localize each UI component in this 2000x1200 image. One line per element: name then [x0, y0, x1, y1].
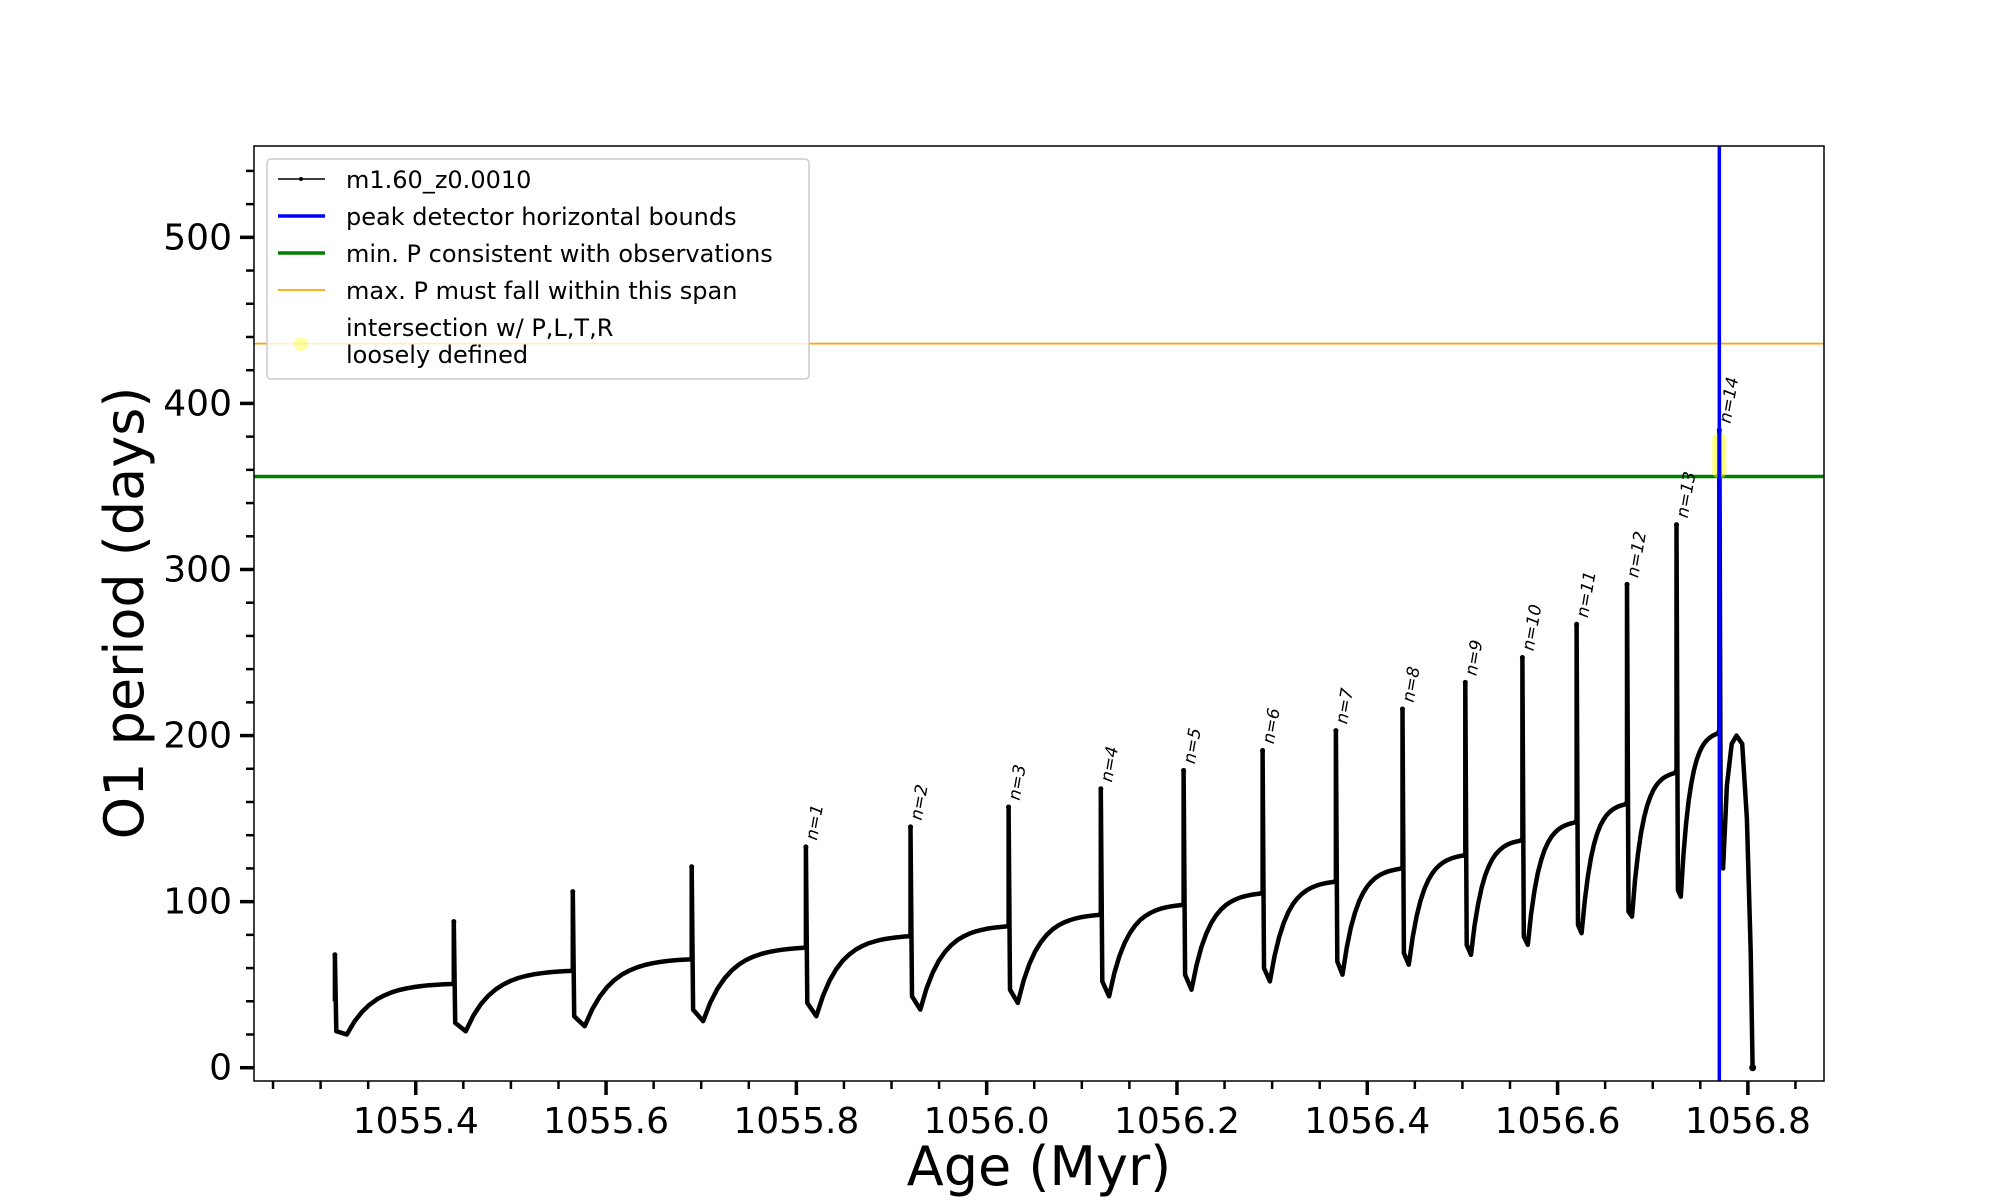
legend-item-series: m1.60_z0.0010	[278, 166, 531, 194]
x-tick-label-3: 1056.0	[924, 1101, 1050, 1142]
legend-marker-intersection	[294, 337, 308, 351]
pulse-peak-5	[803, 844, 809, 850]
legend-item-intersection: intersection w/ P,L,T,R loosely defined	[294, 314, 621, 369]
pulse-peak-17	[1674, 522, 1680, 528]
x-tick-label-1: 1055.6	[543, 1101, 669, 1142]
legend-item-min-p: min. P consistent with observations	[278, 240, 773, 268]
legend: m1.60_z0.0010 peak detector horizontal b…	[266, 158, 810, 380]
pulse-peak-1	[332, 952, 338, 958]
legend-label-min-p: min. P consistent with observations	[346, 240, 773, 268]
x-tick-label-5: 1056.4	[1304, 1101, 1430, 1142]
legend-box	[266, 158, 810, 380]
y-tick-label-0: 0	[209, 1048, 232, 1089]
x-tick-label-4: 1056.2	[1114, 1101, 1240, 1142]
y-tick-label-4: 400	[163, 383, 232, 424]
y-axis-ticks: 0 100 200 300 400 500	[163, 169, 254, 1089]
pulse-peak-10	[1260, 748, 1266, 754]
y-tick-label-1: 100	[163, 882, 232, 923]
y-axis-label: O1 period (days)	[93, 387, 156, 840]
pulse-peak-4	[689, 864, 695, 870]
plot-frame	[253, 145, 1825, 1082]
pulse-peak-2	[451, 919, 457, 925]
x-tick-label-2: 1055.8	[733, 1101, 859, 1142]
y-tick-label-3: 300	[163, 549, 232, 590]
x-axis-label: Age (Myr)	[907, 1135, 1172, 1198]
pulse-peak-12	[1399, 706, 1405, 712]
legend-label-intersection: intersection w/ P,L,T,R loosely defined	[346, 314, 621, 369]
x-tick-label-7: 1056.8	[1685, 1101, 1811, 1142]
y-tick-label-2: 200	[163, 716, 232, 757]
series-line	[332, 427, 1755, 1068]
pulse-peak-3	[570, 889, 576, 895]
data-series	[332, 427, 1757, 1072]
pulse-peak-7	[1006, 804, 1012, 810]
pulse-peak-15	[1574, 621, 1580, 627]
pulse-peak-16	[1624, 581, 1630, 587]
pulse-peak-13	[1462, 679, 1468, 685]
pulse-peak-9	[1181, 767, 1187, 773]
pulse-peak-11	[1333, 728, 1339, 734]
pulse-peak-6	[908, 824, 914, 830]
legend-marker-series	[299, 177, 303, 181]
x-tick-label-0: 1055.4	[353, 1101, 479, 1142]
series-end-point	[1749, 1064, 1757, 1072]
legend-label-peak-bounds: peak detector horizontal bounds	[346, 203, 737, 231]
y-tick-label-5: 500	[163, 217, 232, 258]
legend-label-series: m1.60_z0.0010	[346, 166, 531, 194]
pulse-peak-8	[1098, 786, 1104, 792]
legend-item-peak-bounds: peak detector horizontal bounds	[278, 203, 737, 231]
pulse-peak-14	[1519, 655, 1525, 661]
x-tick-label-6: 1056.6	[1495, 1101, 1621, 1142]
legend-item-max-p: max. P must fall within this span	[278, 277, 737, 305]
legend-label-max-p: max. P must fall within this span	[346, 277, 737, 305]
x-axis-ticks: 1055.4 1055.6 1055.8 1056.0 1056.2 1056.4 1056…	[271, 1081, 1811, 1142]
